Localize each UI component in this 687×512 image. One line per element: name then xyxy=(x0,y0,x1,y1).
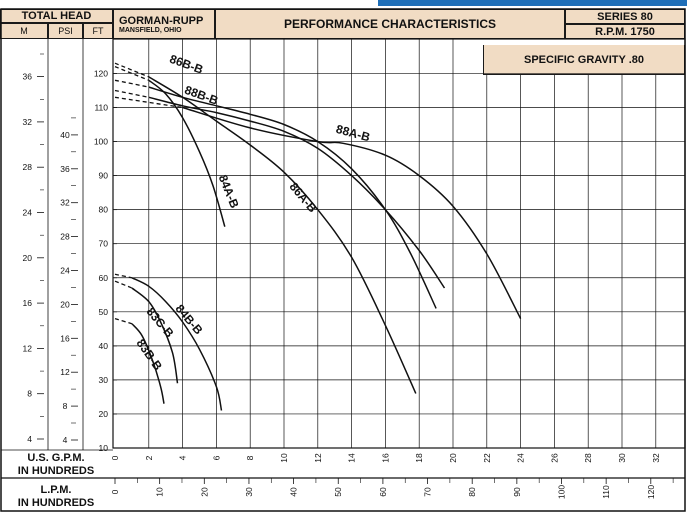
lpm-axis-label: L.P.M. xyxy=(41,484,72,496)
gpm-tick-label: 26 xyxy=(549,453,559,463)
curve-83b-b-dashed xyxy=(114,317,133,325)
m-tick-label: 32 xyxy=(23,117,33,127)
lpm-tick-label: 80 xyxy=(467,487,477,497)
ft-tick-label: 120 xyxy=(94,68,108,78)
lpm-tick-label: 70 xyxy=(423,487,433,497)
curve-label-88a-b: 88A-B xyxy=(334,122,371,145)
ft-tick-label: 90 xyxy=(99,171,109,181)
lpm-tick-label: 60 xyxy=(378,487,388,497)
lpm-tick-label: 110 xyxy=(601,485,611,499)
curve-84b-b-dashed xyxy=(114,273,133,279)
lpm-tick-label: 120 xyxy=(646,485,656,499)
m-tick-label: 8 xyxy=(27,389,32,399)
company-location: MANSFIELD, OHIO xyxy=(119,26,182,34)
unit-psi-header: PSI xyxy=(48,23,83,39)
lpm-axis-label-2: IN HUNDREDS xyxy=(18,497,94,509)
m-tick-label: 16 xyxy=(23,298,33,308)
psi-tick-label: 40 xyxy=(60,130,70,140)
curve-label-83b-b: 83B-B xyxy=(134,336,166,373)
gpm-tick-label: 20 xyxy=(448,453,458,463)
company-name: GORMAN-RUPP xyxy=(119,14,204,27)
curve-88a-b xyxy=(182,106,522,319)
gpm-axis-label-2: IN HUNDREDS xyxy=(18,465,94,477)
lpm-tick-label: 10 xyxy=(155,487,165,497)
gpm-tick-label: 18 xyxy=(414,453,424,463)
ft-tick-label: 40 xyxy=(99,341,109,351)
m-tick-label: 24 xyxy=(23,208,33,218)
m-tick-label: 12 xyxy=(23,343,33,353)
lpm-tick-label: 90 xyxy=(512,487,522,497)
gpm-tick-label: 10 xyxy=(279,453,289,463)
gpm-tick-label: 14 xyxy=(347,453,357,463)
curve-83c-b-dashed xyxy=(114,280,133,289)
psi-tick-label: 32 xyxy=(60,198,70,208)
ft-tick-label: 80 xyxy=(99,205,109,215)
curve-83b-b xyxy=(131,323,165,404)
curve-label-86a-b: 86A-B xyxy=(287,180,320,216)
curve-83c-b xyxy=(131,287,179,384)
outer-border xyxy=(0,8,686,512)
m-tick-label: 20 xyxy=(23,253,33,263)
m-tick-label: 28 xyxy=(23,162,33,172)
lpm-tick-label: 50 xyxy=(333,487,343,497)
psi-tick-label: 4 xyxy=(63,435,68,445)
gpm-tick-label: 4 xyxy=(178,455,188,460)
psi-tick-label: 8 xyxy=(63,401,68,411)
series-label: SERIES 80 xyxy=(565,9,685,24)
gpm-tick-label: 6 xyxy=(211,455,221,460)
lpm-tick-label: 30 xyxy=(244,487,254,497)
gpm-axis-label: U.S. G.P.M. xyxy=(27,452,84,464)
psi-tick-label: 28 xyxy=(60,232,70,242)
m-tick-label: 36 xyxy=(23,72,33,82)
psi-tick-label: 12 xyxy=(60,367,70,377)
curve-88a-b-dashed xyxy=(114,96,183,109)
curve-84b-b xyxy=(131,277,223,411)
gpm-tick-label: 22 xyxy=(482,453,492,463)
curve-86b-b xyxy=(148,86,437,309)
ft-tick-label: 20 xyxy=(99,409,109,419)
accent-bar xyxy=(378,0,687,6)
ft-tick-label: 70 xyxy=(99,239,109,249)
lpm-tick-label: 100 xyxy=(556,485,566,499)
curve-label-88b-b: 88B-B xyxy=(183,83,221,108)
gpm-tick-label: 16 xyxy=(380,453,390,463)
gpm-tick-label: 12 xyxy=(313,453,323,463)
psi-tick-label: 36 xyxy=(60,164,70,174)
curve-84a-b-dashed xyxy=(114,65,150,81)
curve-86a-b-dashed xyxy=(114,62,150,78)
ft-tick-label: 10 xyxy=(99,443,109,453)
ft-tick-label: 60 xyxy=(99,273,109,283)
ft-tick-label: 110 xyxy=(94,103,108,113)
specific-gravity-label: SPECIFIC GRAVITY .80 xyxy=(483,45,685,75)
psi-tick-label: 16 xyxy=(60,333,70,343)
gpm-tick-label: 28 xyxy=(583,453,593,463)
psi-tick-label: 24 xyxy=(60,266,70,276)
gpm-tick-label: 30 xyxy=(617,453,627,463)
curve-86b-b-dashed xyxy=(114,79,149,88)
gpm-tick-label: 2 xyxy=(144,455,154,460)
lpm-tick-label: 0 xyxy=(110,489,120,494)
gpm-tick-label: 0 xyxy=(110,455,120,460)
ft-tick-label: 30 xyxy=(99,375,109,385)
ft-tick-label: 50 xyxy=(99,307,109,317)
m-tick-label: 4 xyxy=(27,434,32,444)
lpm-tick-label: 20 xyxy=(199,487,209,497)
curve-label-86b-b: 86B-B xyxy=(168,52,206,77)
gpm-tick-label: 24 xyxy=(516,453,526,463)
curve-84a-b xyxy=(148,79,226,227)
lpm-tick-label: 40 xyxy=(289,487,299,497)
unit-ft-header: FT xyxy=(83,23,113,39)
psi-tick-label: 20 xyxy=(60,299,70,309)
curve-label-84a-b: 84A-B xyxy=(216,173,242,211)
curve-88b-b-dashed xyxy=(114,89,149,98)
curve-86a-b xyxy=(148,76,417,394)
gpm-tick-label: 32 xyxy=(651,453,661,463)
ft-tick-label: 100 xyxy=(94,137,108,147)
gpm-tick-label: 8 xyxy=(245,455,255,460)
